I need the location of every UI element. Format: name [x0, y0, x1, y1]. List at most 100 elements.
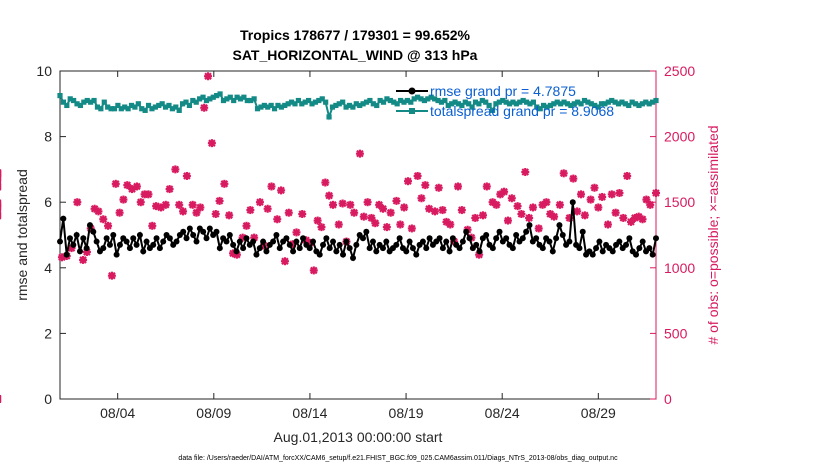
- obs-point: [434, 183, 443, 192]
- rmse-point: [423, 245, 430, 252]
- obs-point: [94, 207, 103, 216]
- rmse-point: [283, 235, 290, 242]
- obs-point: [446, 220, 455, 229]
- obs-point: [386, 208, 395, 217]
- rmse-point: [160, 238, 167, 245]
- obs-point: [598, 192, 607, 201]
- obs-point: [346, 200, 355, 209]
- totalspread-point: [217, 91, 223, 97]
- totalspread-point: [118, 106, 124, 112]
- totalspread-point: [88, 99, 94, 105]
- totalspread-point: [449, 101, 455, 107]
- x-tick-label: 08/04: [100, 405, 135, 421]
- rmse-point: [253, 251, 260, 258]
- totalspread-point: [115, 102, 121, 109]
- rmse-point: [200, 228, 207, 235]
- rmse-point: [379, 245, 386, 252]
- totalspread-point: [479, 97, 485, 104]
- obs-point: [119, 195, 128, 204]
- totalspread-point: [374, 102, 380, 109]
- rmse-point: [186, 225, 193, 232]
- totalspread-point: [411, 96, 417, 102]
- totalspread-point: [649, 99, 656, 105]
- totalspread-point: [302, 99, 308, 105]
- totalspread-point: [530, 99, 536, 105]
- x-tick-label: 08/14: [292, 405, 327, 421]
- rmse-point: [136, 232, 143, 238]
- rmse-point: [419, 238, 426, 245]
- rmse-point: [190, 232, 197, 238]
- totalspread-point: [207, 96, 213, 102]
- totalspread-point: [323, 99, 329, 105]
- totalspread-point: [275, 102, 281, 109]
- rmse-point: [449, 235, 456, 242]
- rmse-point: [233, 248, 240, 255]
- totalspread-point: [537, 106, 543, 112]
- obs-point: [638, 215, 647, 224]
- obs-point: [521, 168, 530, 177]
- rmse-point: [86, 222, 93, 229]
- y-right-tick-label: 1500: [664, 194, 695, 210]
- totalspread-point: [387, 97, 393, 104]
- totalspread-point: [105, 104, 111, 110]
- obs-point: [555, 200, 564, 209]
- obs-point: [457, 206, 466, 215]
- totalspread-point: [312, 99, 319, 105]
- totalspread-point: [268, 102, 274, 109]
- y-right-tick-label: 500: [664, 325, 688, 341]
- chart-title-line2: SAT_HORIZONTAL_WIND @ 313 hPa: [233, 47, 478, 63]
- totalspread-point: [377, 97, 383, 104]
- obs-point: [161, 200, 170, 209]
- totalspread-point: [98, 106, 104, 112]
- totalspread-point: [316, 97, 322, 104]
- totalspread-point: [462, 99, 468, 105]
- totalspread-point: [77, 102, 84, 109]
- obs-point: [246, 206, 255, 215]
- totalspread-point: [632, 101, 639, 107]
- rmse-point: [90, 228, 97, 235]
- rmse-point: [260, 238, 267, 245]
- totalspread-point: [472, 99, 479, 105]
- obs-point: [144, 190, 153, 199]
- y-right-tick-label: 0: [664, 391, 672, 407]
- obs-point: [350, 208, 359, 217]
- totalspread-point: [619, 99, 625, 105]
- totalspread-point: [227, 94, 233, 100]
- obs-point: [528, 203, 537, 212]
- rmse-point: [183, 235, 190, 242]
- obs-point: [652, 189, 660, 198]
- rmse-point: [73, 232, 80, 238]
- totalspread-point: [333, 102, 339, 109]
- totalspread-point: [425, 96, 431, 102]
- obs-point: [188, 200, 197, 209]
- rmse-point: [206, 225, 213, 232]
- totalspread-point: [367, 97, 373, 104]
- rmse-point: [57, 238, 63, 245]
- rmse-point: [83, 245, 90, 252]
- totalspread-point: [391, 99, 397, 105]
- rmse-point: [566, 238, 573, 245]
- rmse-point: [70, 241, 77, 248]
- rmse-point: [76, 248, 83, 255]
- obs-point: [355, 149, 364, 158]
- legend-spread-marker: [409, 108, 415, 114]
- obs-point: [407, 224, 416, 233]
- totalspread-point: [357, 102, 363, 109]
- totalspread-point: [122, 104, 128, 110]
- totalspread-point: [523, 99, 530, 105]
- rmse-point: [593, 245, 600, 252]
- totalspread-point: [176, 107, 182, 113]
- totalspread-point: [626, 102, 632, 109]
- rmse-point: [276, 245, 283, 252]
- obs-point: [132, 182, 141, 191]
- obs-point: [204, 72, 213, 81]
- rmse-point: [556, 222, 563, 229]
- totalspread-point: [326, 114, 332, 120]
- rmse-point: [110, 232, 117, 238]
- totalspread-point: [629, 99, 635, 105]
- obs-point: [430, 207, 439, 216]
- rmse-point: [153, 235, 160, 242]
- rmse-point: [436, 235, 443, 242]
- rmse-point: [533, 235, 540, 242]
- totalspread-point: [466, 101, 472, 107]
